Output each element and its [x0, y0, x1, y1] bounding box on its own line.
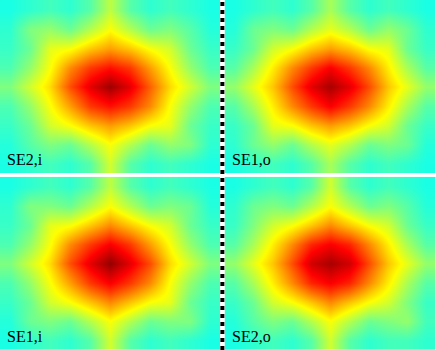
svg-text:SE1,o: SE1,o [232, 151, 271, 168]
svg-text:SE2,i: SE2,i [7, 151, 43, 168]
svg-text:SE1,i: SE1,i [7, 328, 43, 345]
svg-text:SE2,o: SE2,o [232, 328, 271, 345]
